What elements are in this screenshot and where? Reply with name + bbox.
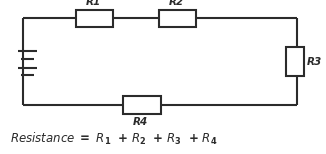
Bar (159, 10, 196, 27)
Text: R1: R1 (85, 0, 100, 6)
Text: R4: R4 (133, 117, 148, 127)
Text: R2: R2 (169, 0, 184, 6)
Bar (123, 96, 161, 113)
Text: $\mathbf{\mathit{Resistance}}$ $\mathbf{=}$ $\mathbf{\mathit{R}}_\mathbf{1}$  $\: $\mathbf{\mathit{Resistance}}$ $\mathbf{… (10, 131, 217, 147)
Text: R3: R3 (307, 57, 322, 67)
Bar (76, 10, 113, 27)
Bar (286, 47, 304, 76)
